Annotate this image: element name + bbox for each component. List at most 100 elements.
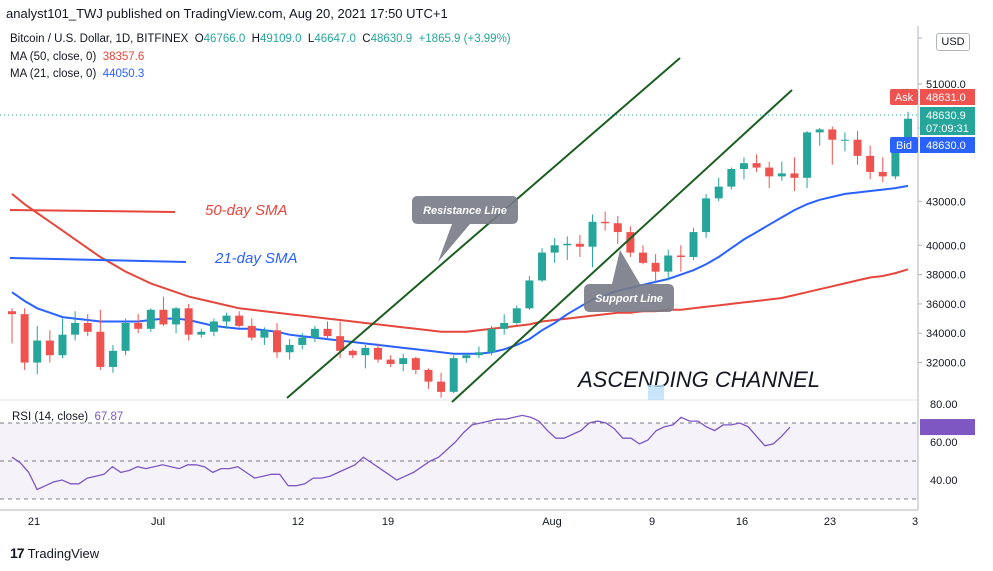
candle-body bbox=[866, 155, 875, 172]
x-tick-label: Aug bbox=[542, 516, 562, 528]
candle-body bbox=[904, 118, 913, 147]
grid-lines bbox=[0, 26, 919, 511]
sma21-annotation-line bbox=[9, 257, 187, 263]
candle-body bbox=[828, 129, 837, 140]
candle-body bbox=[96, 331, 105, 367]
channel-layer bbox=[0, 57, 918, 403]
candle-body bbox=[33, 340, 42, 363]
candle-body bbox=[803, 132, 812, 178]
candle-body bbox=[134, 322, 143, 329]
x-tick-label: 19 bbox=[382, 516, 394, 528]
bid-tag bbox=[890, 137, 918, 153]
candle-body bbox=[235, 315, 244, 326]
change-value: +1865.9 (+3.99%) bbox=[418, 33, 511, 45]
channel-upper-line bbox=[286, 57, 681, 399]
low-label: L bbox=[307, 33, 315, 45]
candle-body bbox=[601, 221, 610, 224]
ask-tag bbox=[890, 89, 918, 105]
support-label: Support Line bbox=[595, 293, 663, 305]
candle-body bbox=[853, 139, 862, 156]
y-tick-label: 40000.0 bbox=[926, 240, 966, 252]
ma21-label: MA (21, close, 0) bbox=[10, 68, 97, 80]
rsi-tick-label: 60.00 bbox=[930, 437, 958, 449]
candle-body bbox=[172, 308, 181, 325]
currency-badge[interactable]: USD bbox=[936, 33, 970, 51]
open-label: O bbox=[194, 33, 204, 45]
last-price: 48630.9 bbox=[926, 110, 966, 122]
channel-title: ASCENDING CHANNEL bbox=[576, 367, 820, 392]
candle-body bbox=[260, 330, 269, 338]
sma50-annotation-line bbox=[9, 209, 176, 213]
candle-body bbox=[121, 322, 130, 351]
rsi-value-tag bbox=[920, 419, 975, 436]
candle-body bbox=[689, 232, 698, 257]
candle-body bbox=[336, 336, 345, 351]
sma21-label: 21-day SMA bbox=[214, 250, 298, 267]
candle-body bbox=[563, 243, 572, 246]
candle-body bbox=[411, 358, 420, 370]
annotations-layer: 50-day SMA 21-day SMA Resistance Line Suppo… bbox=[205, 196, 820, 400]
candle-body bbox=[815, 129, 824, 133]
candle-body bbox=[525, 280, 534, 309]
candle-body bbox=[399, 358, 408, 365]
axes-layer: 51000.048000.043000.040000.038000.036000… bbox=[28, 37, 975, 528]
x-tick-label: 12 bbox=[292, 516, 304, 528]
highlight-marker bbox=[648, 385, 664, 400]
candle-body bbox=[83, 322, 92, 332]
candle-body bbox=[58, 334, 67, 356]
ma50-layer bbox=[9, 193, 909, 333]
y-tick-label: 32000.0 bbox=[926, 358, 966, 370]
candle-body bbox=[222, 315, 231, 322]
candle-body bbox=[373, 347, 382, 360]
candle-body bbox=[474, 352, 483, 356]
candle-body bbox=[626, 232, 635, 253]
candle-body bbox=[310, 328, 319, 338]
candle-body bbox=[613, 223, 622, 233]
x-tick-label: 23 bbox=[824, 516, 836, 528]
candle-body bbox=[512, 308, 521, 323]
candle-body bbox=[71, 322, 80, 335]
candle-body bbox=[777, 173, 786, 177]
y-tick-label: 38000.0 bbox=[926, 270, 966, 282]
x-tick-label: 21 bbox=[28, 516, 40, 528]
bid-price: 48630.0 bbox=[926, 140, 966, 152]
candle-body bbox=[714, 186, 723, 199]
candle-body bbox=[538, 252, 547, 281]
ma50-label: MA (50, close, 0) bbox=[10, 51, 97, 63]
candle-body bbox=[348, 350, 357, 356]
candle-body bbox=[437, 381, 446, 392]
x-tick-label: 16 bbox=[736, 516, 748, 528]
countdown: 07:09:31 bbox=[926, 123, 969, 135]
ma50-line bbox=[11, 193, 909, 333]
bid-price-tag bbox=[920, 137, 975, 153]
candle-body bbox=[462, 355, 471, 359]
candle-body bbox=[878, 171, 887, 177]
footer-brand-text: TradingView bbox=[27, 545, 100, 561]
y-tick-label: 43000.0 bbox=[926, 196, 966, 208]
candle-body bbox=[449, 358, 458, 392]
candle-body bbox=[664, 255, 673, 272]
candle-body bbox=[323, 328, 332, 337]
candle-body bbox=[424, 369, 433, 382]
ma21-legend: MA (21, close, 0) 44050.3 bbox=[10, 68, 144, 80]
candle-body bbox=[727, 169, 736, 187]
candle-body bbox=[840, 139, 849, 141]
candle-body bbox=[790, 173, 799, 178]
candle-body bbox=[575, 243, 584, 247]
symbol-name: Bitcoin / U.S. Dollar, 1D, BITFINEX bbox=[10, 33, 189, 45]
tradingview-logo-icon: 17 bbox=[10, 545, 25, 561]
candle-body bbox=[159, 309, 168, 325]
candles-layer bbox=[8, 111, 913, 398]
candle-body bbox=[676, 255, 685, 257]
rsi-value: 67.87 bbox=[94, 411, 124, 423]
footer-brand[interactable]: 17 TradingView bbox=[10, 545, 99, 561]
publication-header: analyst101_TWJ published on TradingView.… bbox=[6, 6, 448, 21]
ask-label: Ask bbox=[895, 92, 914, 104]
candle-body bbox=[765, 167, 774, 177]
candle-body bbox=[702, 198, 711, 233]
candle-body bbox=[588, 221, 597, 247]
y-tick-label: 51000.0 bbox=[926, 79, 966, 91]
support-callout bbox=[584, 250, 674, 312]
last-price-tag bbox=[920, 107, 975, 135]
